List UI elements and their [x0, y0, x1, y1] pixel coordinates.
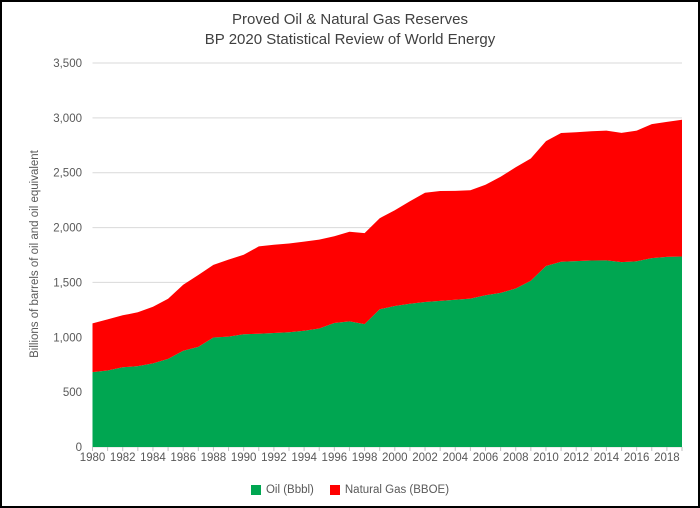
x-tick-label: 1996 [322, 452, 348, 464]
y-tick-label: 1,000 [53, 332, 82, 344]
legend: Oil (Bbbl) Natural Gas (BBOE) [2, 484, 698, 496]
x-tick-label: 1992 [261, 452, 287, 464]
x-tick-label: 1984 [140, 452, 166, 464]
y-tick-label: 3,000 [53, 113, 82, 125]
x-tick-label: 1982 [110, 452, 136, 464]
chart-title-line2: BP 2020 Statistical Review of World Ener… [204, 31, 496, 48]
x-tick-label: 2012 [563, 452, 589, 464]
gas-area [92, 119, 682, 373]
x-tick-label: 2008 [503, 452, 529, 464]
y-tick-label: 3,500 [53, 58, 82, 70]
y-tick-label: 0 [76, 442, 82, 454]
x-tick-label: 2002 [412, 452, 438, 464]
oil-swatch-icon [250, 485, 261, 495]
x-tick-label: 1990 [231, 452, 257, 464]
x-tick-label: 2006 [473, 452, 499, 464]
oil-area [92, 256, 682, 447]
y-tick-label: 2,500 [53, 168, 82, 180]
legend-item-gas: Natural Gas (BBOE) [329, 484, 450, 496]
x-tick-label: 2004 [442, 452, 468, 464]
y-tick-label: 2,000 [53, 223, 82, 235]
x-tick-label: 2016 [624, 452, 650, 464]
x-tick-label: 1986 [170, 452, 196, 464]
x-tick-label: 2010 [533, 452, 559, 464]
x-tick-label: 2014 [594, 452, 620, 464]
legend-label-oil: Oil (Bbbl) [265, 484, 314, 496]
x-tick-label: 1980 [80, 452, 106, 464]
legend-label-gas: Natural Gas (BBOE) [344, 484, 450, 496]
x-tick-label: 2018 [654, 452, 680, 464]
y-tick-label: 1,500 [53, 277, 82, 289]
x-tick-label: 2000 [382, 452, 408, 464]
x-tick-label: 1988 [201, 452, 227, 464]
x-tick-label: 1998 [352, 452, 378, 464]
x-tick-label: 1994 [291, 452, 317, 464]
chart-title-line1: Proved Oil & Natural Gas Reserves [232, 11, 468, 28]
gas-swatch-icon [329, 485, 340, 495]
y-tick-label: 500 [63, 387, 82, 399]
legend-item-oil: Oil (Bbbl) [250, 484, 314, 496]
chart-title: Proved Oil & Natural Gas Reserves BP 202… [2, 10, 698, 50]
